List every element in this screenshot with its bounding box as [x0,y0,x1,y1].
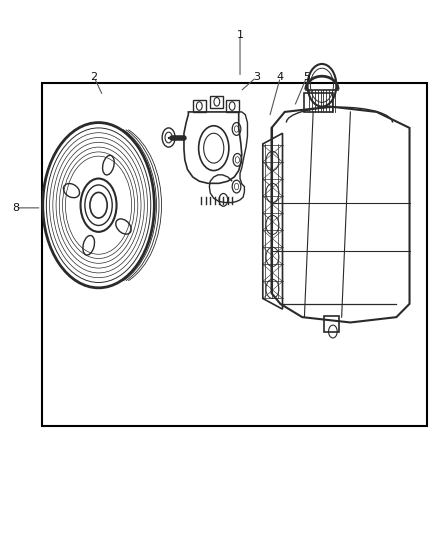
Text: 5: 5 [303,72,310,82]
Text: 8: 8 [12,203,19,213]
Bar [324,316,339,332]
Bar [226,100,239,112]
Ellipse shape [90,192,107,218]
Text: 1: 1 [237,30,244,39]
Text: 2: 2 [91,72,98,82]
Bar [304,93,333,112]
Text: 4: 4 [277,72,284,82]
Bar [193,100,206,112]
Bar [42,83,427,426]
Text: 3: 3 [253,72,260,82]
Bar [210,96,223,108]
